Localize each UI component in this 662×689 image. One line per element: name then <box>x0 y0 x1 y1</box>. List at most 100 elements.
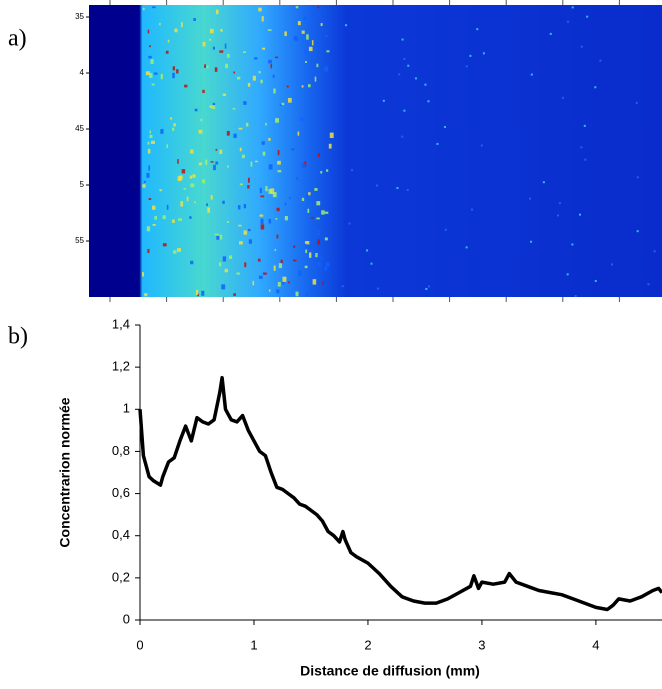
speck <box>236 272 240 275</box>
speck <box>147 148 151 154</box>
speck <box>436 142 439 145</box>
speck <box>146 172 150 178</box>
speck <box>465 65 468 68</box>
speck <box>260 224 265 230</box>
x-tick-label: 1 <box>250 637 257 652</box>
speck <box>153 72 158 75</box>
speck <box>306 241 310 245</box>
y-tick-label: 1 <box>123 401 130 416</box>
speck <box>326 169 329 172</box>
speck <box>482 52 485 55</box>
speck <box>261 141 265 145</box>
speck <box>227 165 229 168</box>
speck <box>147 141 150 145</box>
speck <box>443 126 446 129</box>
speck <box>206 65 209 69</box>
speck <box>236 76 241 80</box>
speck <box>320 257 323 260</box>
speck <box>314 188 318 191</box>
speck <box>260 195 265 198</box>
speck <box>281 102 285 106</box>
speck <box>150 59 154 64</box>
speck <box>148 198 152 200</box>
speck <box>444 228 447 231</box>
speck <box>263 272 267 275</box>
speck <box>204 64 206 68</box>
speck <box>465 246 468 249</box>
speck <box>209 38 212 41</box>
speck <box>280 259 283 264</box>
speck <box>272 74 275 78</box>
speck <box>228 255 233 259</box>
speck <box>232 107 236 110</box>
speck <box>148 55 152 59</box>
y-tick-label: 0 <box>123 611 130 626</box>
speck <box>469 54 472 57</box>
speck <box>200 118 203 122</box>
speck <box>348 222 351 225</box>
speck <box>152 205 156 210</box>
speck <box>345 24 348 27</box>
speck <box>149 72 153 78</box>
speck <box>276 289 280 294</box>
speck <box>142 184 146 188</box>
speck <box>194 201 196 204</box>
speck <box>314 76 317 82</box>
speck <box>407 64 410 67</box>
x-tick-label: 0 <box>136 637 143 652</box>
speck <box>214 233 219 236</box>
speck <box>382 99 385 102</box>
speck <box>289 197 291 200</box>
speck <box>186 196 189 202</box>
heatmap-image <box>89 5 662 297</box>
speck <box>225 63 229 69</box>
speck <box>243 204 247 209</box>
speck <box>252 75 256 81</box>
speck <box>151 6 156 9</box>
speck <box>341 285 344 288</box>
speck <box>561 96 564 99</box>
speck <box>317 153 320 157</box>
speck <box>233 293 236 296</box>
speck <box>243 230 248 235</box>
speck <box>325 262 330 267</box>
panel-label: a) <box>8 26 27 52</box>
speck <box>259 187 262 194</box>
speck <box>366 249 369 252</box>
speck <box>146 226 151 232</box>
speck <box>201 290 205 296</box>
speck <box>583 124 586 127</box>
speck <box>300 117 303 121</box>
speck <box>169 117 173 120</box>
speck <box>172 219 175 223</box>
speck <box>190 260 194 265</box>
speck <box>173 123 176 127</box>
speck <box>248 239 253 244</box>
speck <box>306 34 309 40</box>
speck <box>198 162 203 166</box>
speck <box>202 41 206 47</box>
speck <box>247 185 250 189</box>
speck <box>317 13 321 15</box>
speck <box>470 208 473 211</box>
speck <box>149 130 151 134</box>
speck <box>178 218 183 221</box>
speck <box>206 203 209 207</box>
speck <box>284 216 288 221</box>
speck <box>237 205 241 210</box>
speck <box>403 57 406 60</box>
y-tick-label: 55 <box>75 236 84 245</box>
speck <box>647 283 650 286</box>
speck <box>216 235 220 240</box>
speck <box>480 144 483 147</box>
speck <box>215 9 219 15</box>
speck <box>215 161 219 165</box>
speck <box>189 216 192 219</box>
speck <box>304 241 308 244</box>
speck <box>636 176 639 179</box>
speck <box>226 54 230 58</box>
speck <box>311 216 314 219</box>
speck <box>210 161 214 163</box>
speck <box>160 129 164 134</box>
